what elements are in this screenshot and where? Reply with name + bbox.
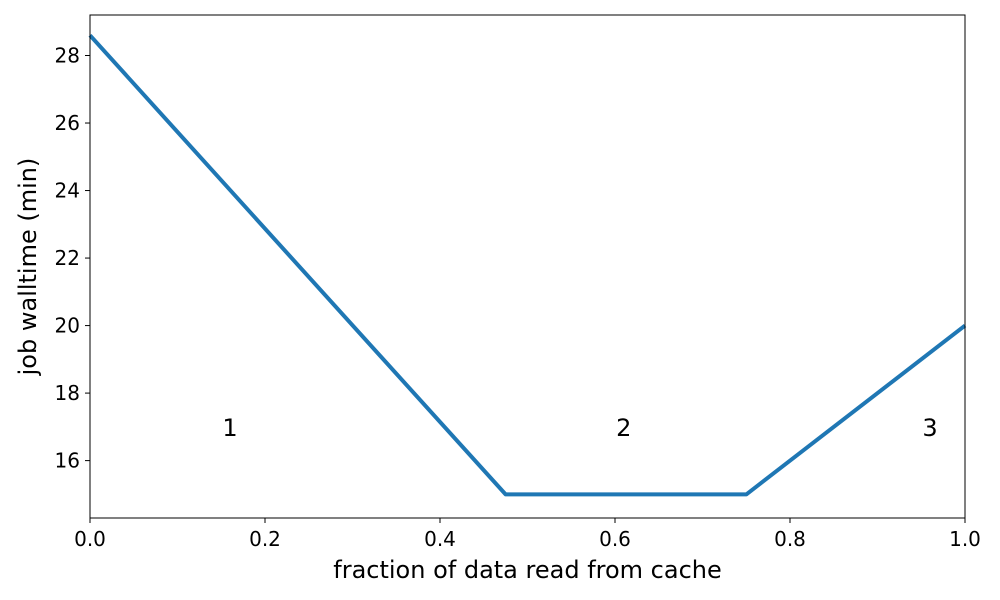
x-tick-label: 0.6 — [599, 527, 631, 551]
y-tick-label: 28 — [55, 44, 80, 68]
x-tick-label: 0.2 — [249, 527, 281, 551]
x-tick-label: 0.8 — [774, 527, 806, 551]
region-label-1: 1 — [222, 414, 237, 442]
region-label-2: 2 — [616, 414, 631, 442]
plot-area: 1 2 3 — [88, 33, 967, 497]
x-tick-label: 0.4 — [424, 527, 456, 551]
region-label-3: 3 — [922, 414, 937, 442]
walltime-series-line — [88, 33, 967, 497]
x-axis-label: fraction of data read from cache — [333, 556, 722, 584]
y-tick-label: 26 — [55, 111, 80, 135]
y-tick-label: 16 — [55, 449, 80, 473]
y-tick-label: 22 — [55, 246, 80, 270]
y-tick-label: 18 — [55, 381, 80, 405]
x-tick-label: 1.0 — [949, 527, 981, 551]
x-axis: 0.0 0.2 0.4 0.6 0.8 1.0 — [74, 518, 981, 551]
y-axis-label: job walltime (min) — [14, 158, 42, 377]
y-tick-label: 20 — [55, 314, 80, 338]
y-tick-label: 24 — [55, 179, 80, 203]
plot-frame — [89, 14, 966, 519]
x-tick-label: 0.0 — [74, 527, 106, 551]
y-axis: 16 18 20 22 24 26 28 — [55, 44, 90, 473]
